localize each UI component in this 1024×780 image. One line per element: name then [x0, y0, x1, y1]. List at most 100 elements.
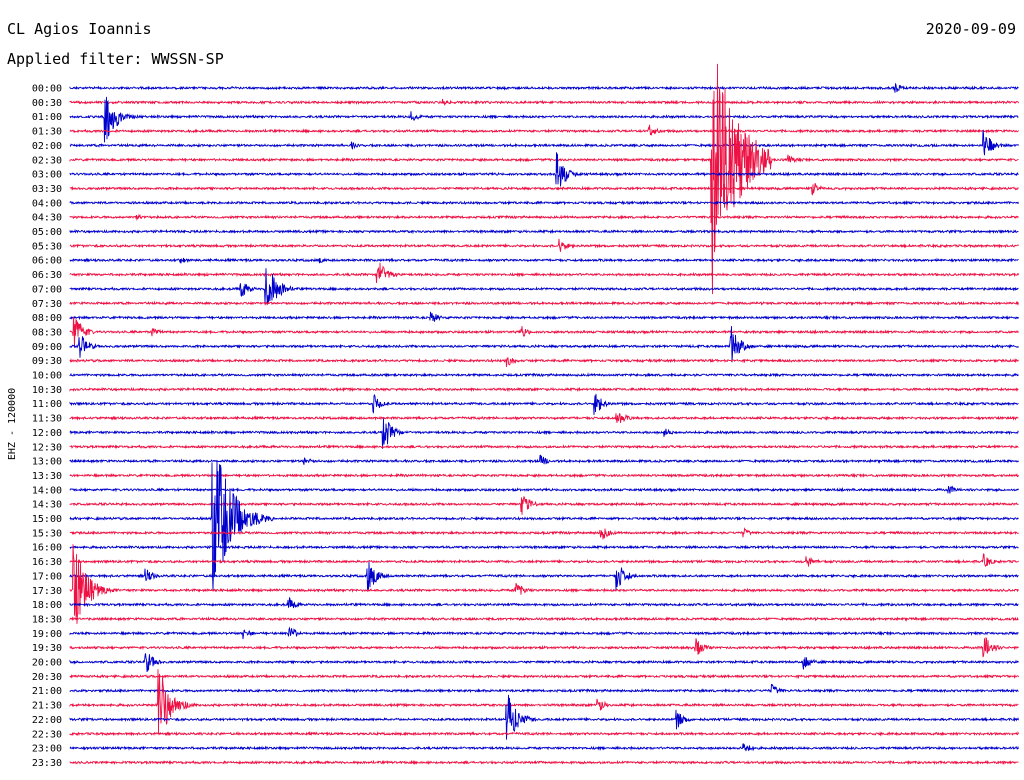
row-time-label: 11:00	[32, 399, 62, 410]
trace-row-1630	[69, 553, 1019, 568]
row-time-label: 14:30	[32, 500, 62, 511]
trace-row-1000	[69, 372, 1019, 378]
trace-group	[69, 63, 1019, 766]
trace-row-1700	[69, 561, 1019, 591]
row-time-label: 12:00	[32, 428, 62, 439]
trace-row-1400	[69, 485, 1019, 494]
row-time-label: 16:00	[32, 543, 62, 554]
trace-row-0300	[69, 152, 1019, 187]
row-time-label: 12:30	[32, 442, 62, 453]
trace-row-1300	[69, 454, 1019, 465]
row-time-label: 22:30	[32, 729, 62, 740]
trace-row-0600	[69, 257, 1019, 264]
trace-row-1600	[69, 544, 1019, 550]
row-time-label: 15:30	[32, 528, 62, 539]
row-time-label: 06:00	[32, 256, 62, 267]
row-time-label: 02:30	[32, 155, 62, 166]
row-time-label: 11:30	[32, 414, 62, 425]
trace-row-1330	[69, 472, 1019, 479]
row-time-label: 21:00	[32, 686, 62, 697]
trace-row-0430	[69, 213, 1019, 222]
trace-row-0730	[69, 300, 1019, 307]
trace-row-0700	[69, 268, 1019, 305]
trace-row-0530	[69, 238, 1019, 252]
trace-row-2100	[69, 683, 1019, 694]
row-time-label: 19:00	[32, 629, 62, 640]
row-time-label: 13:00	[32, 457, 62, 468]
row-time-label: 09:30	[32, 356, 62, 367]
trace-row-0230	[69, 63, 1019, 295]
row-time-label: 17:00	[32, 571, 62, 582]
trace-row-1900	[69, 626, 1019, 640]
row-time-label: 15:00	[32, 514, 62, 525]
row-time-label: 03:30	[32, 184, 62, 195]
trace-row-1530	[69, 526, 1019, 540]
row-time-label: 21:30	[32, 701, 62, 712]
station-title: CL Agios Ioannis	[7, 20, 152, 38]
trace-row-1230	[69, 443, 1019, 450]
row-time-label: 04:30	[32, 213, 62, 224]
row-time-label: 10:30	[32, 385, 62, 396]
row-time-label: 00:30	[32, 98, 62, 109]
trace-row-1200	[69, 418, 1019, 449]
trace-row-2230	[69, 730, 1019, 737]
tick-label-group: 00:00 00:30 01:00 01:30 02:00 02:30 03:00 03:30…	[32, 84, 62, 769]
trace-row-0000	[69, 82, 1019, 93]
trace-row-2300	[69, 743, 1019, 752]
row-time-label: 02:00	[32, 141, 62, 152]
row-time-label: 18:30	[32, 614, 62, 625]
row-time-label: 23:00	[32, 744, 62, 755]
row-time-label: 09:00	[32, 342, 62, 353]
trace-row-0500	[69, 228, 1019, 235]
date-label: 2020-09-09	[925, 20, 1016, 38]
trace-row-1130	[69, 412, 1019, 423]
trace-row-2200	[69, 694, 1019, 740]
trace-row-0930	[69, 357, 1019, 368]
trace-row-0800	[69, 311, 1019, 322]
row-time-label: 19:30	[32, 643, 62, 654]
row-time-label: 01:00	[32, 112, 62, 123]
trace-row-1830	[69, 616, 1019, 622]
trace-row-2030	[69, 673, 1019, 680]
trace-row-1500	[69, 460, 1019, 591]
row-time-label: 14:00	[32, 485, 62, 496]
row-time-label: 04:00	[32, 198, 62, 209]
row-time-label: 16:30	[32, 557, 62, 568]
trace-row-0200	[69, 130, 1019, 156]
filter-subtitle: Applied filter: WWSSN-SP	[7, 50, 224, 68]
row-time-label: 07:30	[32, 299, 62, 310]
trace-row-2000	[69, 653, 1019, 673]
row-time-label: 06:30	[32, 270, 62, 281]
trace-row-2330	[69, 759, 1019, 766]
channel-label: EHZ - 120000	[7, 388, 18, 460]
trace-row-0100	[69, 96, 1019, 143]
trace-row-0400	[69, 199, 1019, 206]
trace-row-1030	[69, 386, 1019, 393]
trace-row-0630	[69, 262, 1019, 284]
trace-row-2130	[69, 669, 1019, 735]
trace-row-1100	[69, 393, 1019, 415]
row-time-label: 17:30	[32, 586, 62, 597]
row-time-label: 20:30	[32, 672, 62, 683]
row-time-label: 20:00	[32, 658, 62, 669]
trace-row-0030	[69, 98, 1019, 107]
row-time-label: 01:30	[32, 127, 62, 138]
row-time-label: 10:00	[32, 371, 62, 382]
row-time-label: 22:00	[32, 715, 62, 726]
trace-row-0900	[69, 326, 1019, 363]
trace-row-0830	[69, 316, 1019, 348]
trace-row-0330	[69, 183, 1019, 196]
trace-row-1800	[69, 596, 1019, 609]
trace-row-1930	[69, 636, 1019, 658]
row-time-label: 08:30	[32, 327, 62, 338]
row-time-label: 05:00	[32, 227, 62, 238]
trace-row-1730	[69, 544, 1019, 624]
row-time-label: 08:00	[32, 313, 62, 324]
row-time-label: 03:00	[32, 170, 62, 181]
trace-row-0130	[69, 124, 1019, 136]
trace-row-1430	[69, 495, 1019, 515]
row-time-label: 07:00	[32, 284, 62, 295]
row-time-label: 18:00	[32, 600, 62, 611]
row-time-label: 00:00	[32, 84, 62, 95]
